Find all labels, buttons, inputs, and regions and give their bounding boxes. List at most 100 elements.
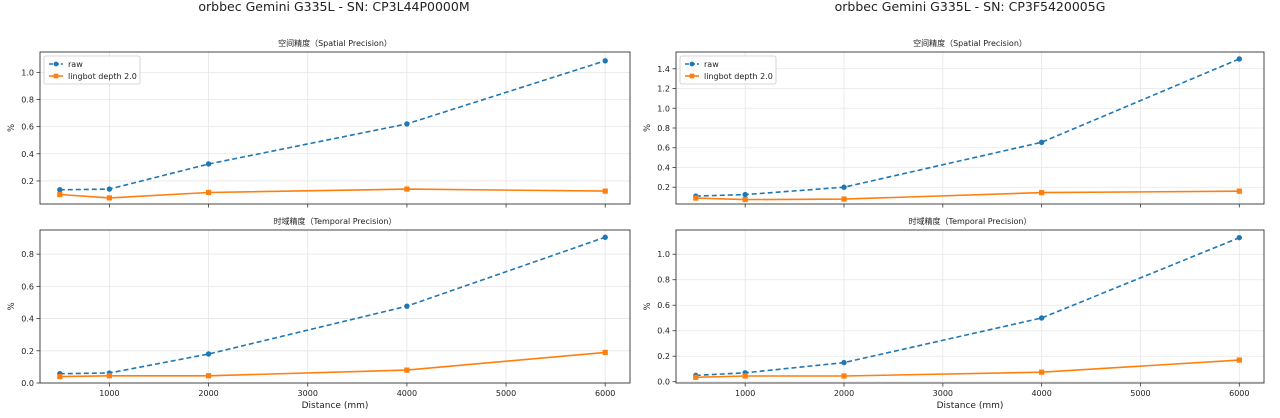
chart-title: 时域精度（Temporal Precision） [274,216,397,226]
x-tick-label: 4000 [397,389,417,398]
legend-marker-lingbot [689,73,695,79]
data-point-raw [205,161,212,167]
data-point-raw [404,121,410,127]
y-tick-label: 1.0 [657,250,670,259]
y-tick-label: 0.2 [657,183,670,192]
series-line-raw [695,236,1240,377]
x-tick-label: 1000 [99,389,119,398]
axes-frame [675,51,1265,205]
y-tick-label: 0.4 [657,163,670,172]
y-tick-label: 1.0 [21,68,34,77]
data-point-lingbot [57,373,63,380]
data-point-raw [742,191,748,198]
data-point-lingbot [602,188,608,194]
axes-frame [675,229,1265,384]
data-point-lingbot [742,373,748,379]
y-axis-label: % [7,124,17,132]
legend-label: raw [704,60,719,69]
y-tick-label: 0.6 [21,123,34,132]
data-point-lingbot [1236,188,1242,194]
data-point-raw [1236,56,1242,62]
data-point-lingbot [742,196,748,203]
data-point-raw [841,184,847,190]
y-tick-label: 0.8 [21,250,34,259]
x-tick-label: 6000 [1229,389,1249,398]
y-tick-label: 0.6 [21,282,34,291]
legend-box [43,55,141,85]
y-tick-label: 0.6 [657,144,670,153]
x-tick-label: 3000 [298,389,318,398]
legend-marker-raw [53,61,59,67]
y-tick-label: 1.0 [657,104,670,113]
chart-panel-2: 时域精度（Temporal Precision） 1000 2000 3000 4000… [7,216,631,411]
axes-frame [39,229,631,384]
y-tick-label: 0.2 [657,352,670,361]
data-point-raw [1236,234,1242,241]
y-tick-label: 0.4 [21,315,34,324]
data-point-raw [404,303,410,309]
data-point-lingbot [205,373,212,379]
y-tick-label: 0.0 [21,379,34,388]
y-axis-label: % [7,302,17,310]
chart-title: 空间精度（Spatial Precision） [913,38,1027,48]
y-tick-label: 0.8 [657,276,670,285]
axes-frame [39,51,631,205]
data-point-raw [205,351,212,357]
x-tick-label: 1000 [735,389,755,398]
data-point-lingbot [57,191,63,198]
y-tick-label: 0.0 [657,378,670,387]
data-point-raw [602,58,608,64]
legend-label: lingbot depth 2.0 [704,72,773,81]
y-axis-label: % [643,124,653,132]
data-point-lingbot [106,373,113,379]
x-axis-label: Distance (mm) [937,401,1004,411]
x-tick-label: 6000 [595,389,615,398]
series-line-raw [59,236,606,375]
data-point-lingbot [404,367,410,373]
data-point-lingbot [693,374,699,380]
x-tick-label: 2000 [834,389,854,398]
data-point-raw [57,187,63,193]
data-point-lingbot [205,189,212,196]
legend-marker-raw [689,61,695,67]
chart-panel-4: 时域精度（Temporal Precision） 1000 2000 3000 4000… [643,216,1265,411]
legend-marker-lingbot [53,73,59,79]
x-tick-label: 4000 [1031,389,1051,398]
data-point-lingbot [841,373,847,379]
series-line-raw [59,60,606,191]
y-tick-label: 0.2 [21,177,34,186]
legend-box [679,55,777,85]
chart-panel-1: 空间精度（Spatial Precision） 0.2 0.4 0.6 0.8 1.0% r… [7,38,631,208]
y-tick-label: 1.2 [657,85,670,94]
x-axis-label: Distance (mm) [302,401,369,411]
x-tick-label: 5000 [496,389,516,398]
x-tick-label: 3000 [933,389,953,398]
data-point-lingbot [1236,357,1242,363]
legend: raw lingbot depth 2.0 [43,55,141,85]
data-point-raw [602,234,608,240]
x-tick-label: 2000 [198,389,218,398]
legend-label: lingbot depth 2.0 [68,72,137,81]
legend-label: raw [68,60,83,69]
data-point-raw [1038,139,1045,146]
y-tick-label: 0.8 [21,96,34,105]
data-point-lingbot [1039,369,1045,375]
y-tick-label: 0.8 [657,124,670,133]
x-tick-label: 5000 [1130,389,1150,398]
chart-panel-3: 空间精度（Spatial Precision） 0.2 0.4 0.6 0.8 1.0 1.… [643,38,1265,208]
data-point-lingbot [693,195,699,201]
series-line-lingbot [59,188,606,199]
series-line-raw [695,58,1240,197]
data-point-lingbot [106,195,113,201]
chart-title: 时域精度（Temporal Precision） [909,216,1032,226]
data-point-raw [841,359,847,366]
y-axis-label: % [643,302,653,310]
data-point-raw [1038,315,1045,321]
y-tick-label: 0.4 [21,150,34,159]
data-point-lingbot [602,349,608,355]
data-point-lingbot [1039,190,1045,196]
y-tick-label: 0.4 [657,327,670,336]
figure-title-left: orbbec Gemini G335L - SN: CP3L44P0000M [198,0,469,14]
y-tick-label: 1.4 [657,65,670,74]
